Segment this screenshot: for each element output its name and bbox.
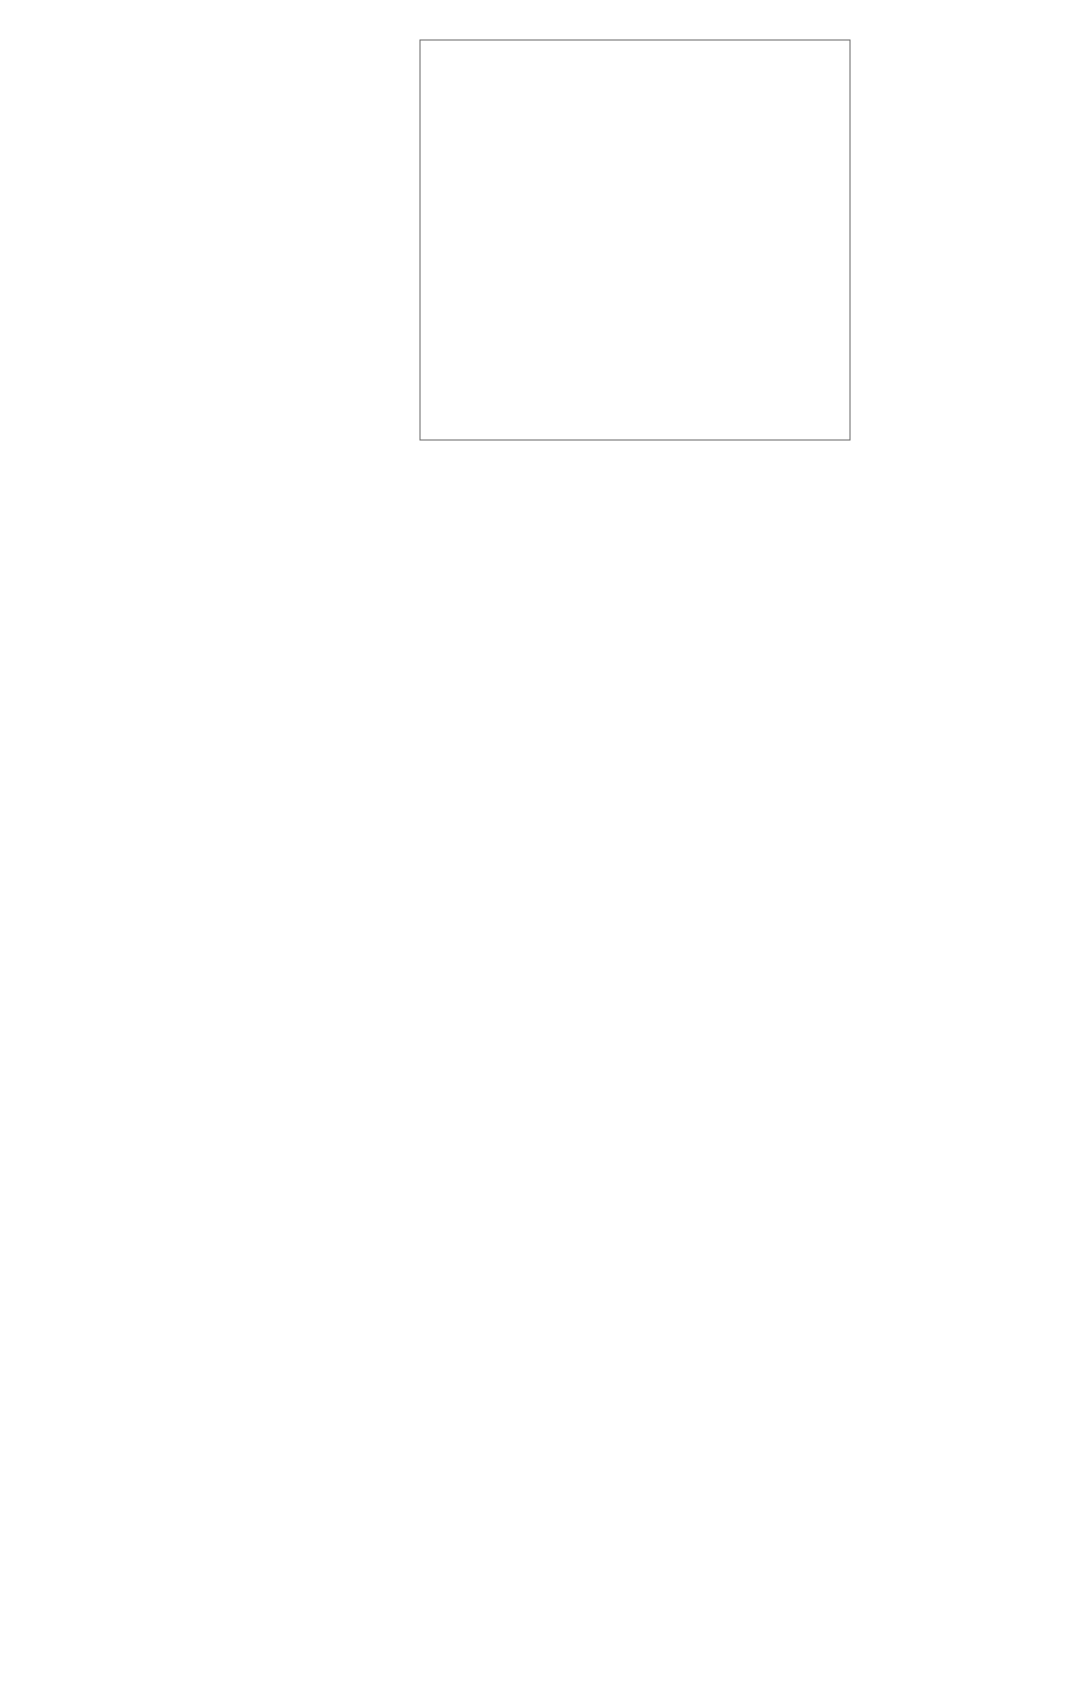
zone-box-root <box>420 40 850 440</box>
